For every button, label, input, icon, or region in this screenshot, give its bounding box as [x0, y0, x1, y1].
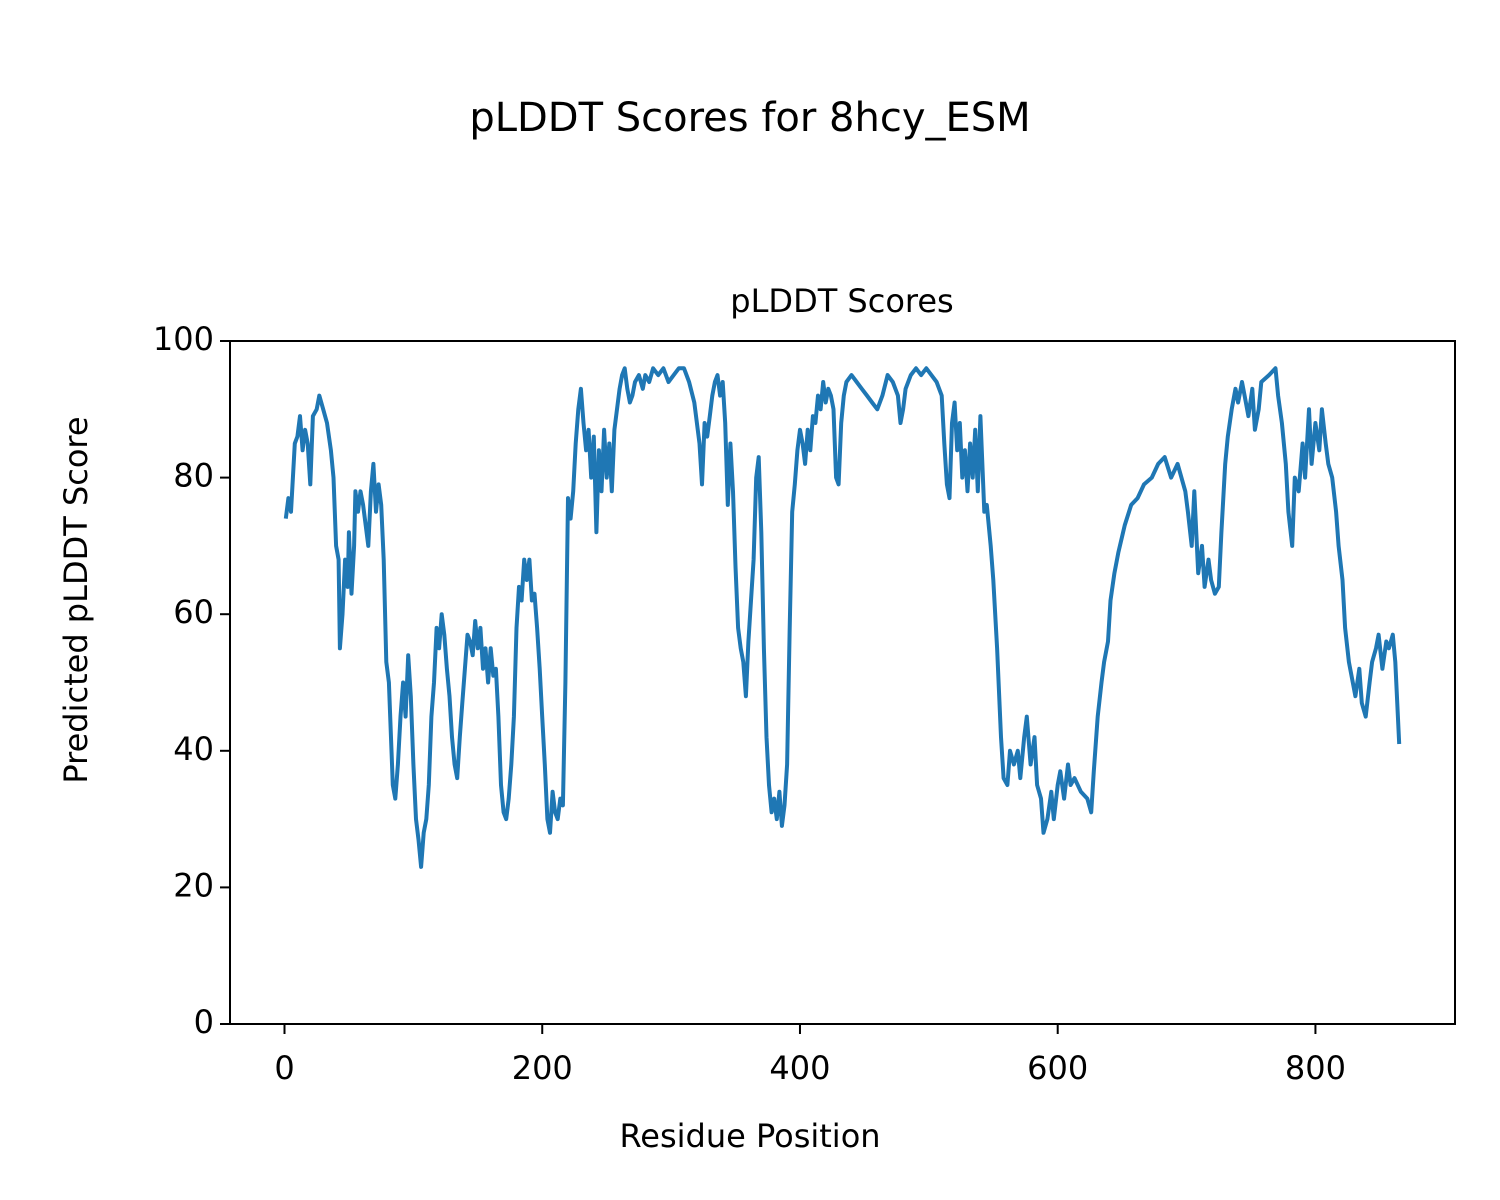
x-tick-label: 200: [512, 1049, 573, 1087]
y-tick-label: 40: [173, 730, 214, 768]
data-line: [283, 366, 1402, 869]
y-tick-label: 20: [173, 866, 214, 904]
x-tick-label: 800: [1285, 1049, 1346, 1087]
y-tick-label: 60: [173, 593, 214, 631]
y-axis-label: Predicted pLDDT Score: [57, 416, 95, 783]
plot-frame: [229, 340, 1456, 1025]
x-tick-label: 400: [769, 1049, 830, 1087]
figure-title: pLDDT Scores for 8hcy_ESM: [469, 95, 1030, 141]
x-tick-label: 600: [1027, 1049, 1088, 1087]
x-tick-label: 0: [274, 1049, 294, 1087]
y-tick-label: 80: [173, 457, 214, 495]
axes-title: pLDDT Scores: [730, 282, 953, 320]
y-tick-label: 0: [194, 1003, 214, 1041]
x-axis-label: Residue Position: [619, 1117, 880, 1155]
y-tick-label: 100: [153, 320, 214, 358]
